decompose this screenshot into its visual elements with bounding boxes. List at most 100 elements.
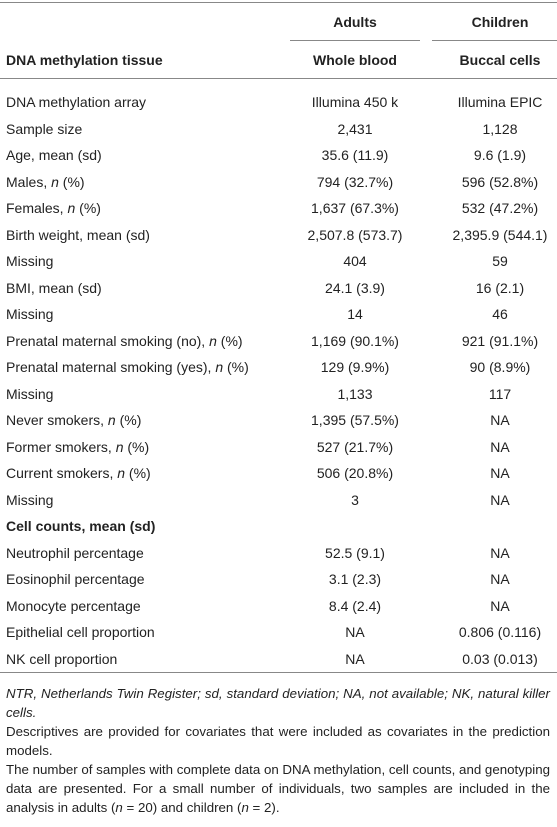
footnote-part: = 20) and children ( [122, 800, 242, 815]
label-part: n [51, 173, 59, 190]
label-part: (%) [58, 173, 85, 190]
label-part: n [209, 332, 217, 349]
label-part: n [67, 200, 76, 216]
rule [0, 672, 557, 673]
row-label: Age, mean (sd) [6, 145, 102, 165]
label-part: Missing [6, 491, 54, 508]
row-label: DNA methylation array [6, 92, 146, 112]
footnote-part: The number of samples with complete data… [6, 762, 550, 815]
footnote-part: Descriptives are provided for covariates… [6, 724, 550, 758]
row-label: Birth weight, mean (sd) [6, 225, 150, 245]
footnote: NTR, Netherlands Twin Register; sd, stan… [6, 684, 550, 722]
label-part: (%) [115, 412, 142, 428]
label-part: Monocyte percentage [6, 597, 141, 614]
cell-value: 90 (8.9%) [469, 359, 531, 375]
cell-value: NA [345, 650, 365, 667]
group-header: Adults [333, 14, 377, 30]
row-label: Neutrophil percentage [6, 543, 144, 563]
cell-value: 1,133 [337, 385, 373, 402]
row-label: Missing [6, 251, 53, 271]
cell-value: 52.5 (9.1) [325, 544, 385, 561]
row-label: Cell counts, mean (sd) [6, 516, 155, 536]
cell-value: 35.6 (11.9) [321, 147, 389, 163]
row-label: Missing [6, 384, 53, 404]
cell-value: NA [490, 544, 510, 561]
cell-value: 24.1 (3.9) [325, 279, 385, 296]
cell-value: 794 (32.7%) [316, 173, 394, 190]
cell-value: 2,507.8 (573.7) [307, 226, 403, 243]
cell-value: 506 (20.8%) [316, 465, 394, 481]
column-header: Whole blood [313, 52, 397, 68]
label-part: Prenatal maternal smoking (no), [6, 332, 210, 349]
label-part: (%) [125, 465, 151, 481]
cell-value: 16 (2.1) [475, 279, 525, 296]
label-part: n [115, 438, 124, 455]
cell-value: 129 (9.9%) [320, 359, 390, 375]
cell-value: Illumina EPIC [457, 94, 543, 110]
label-part: Missing [6, 253, 54, 269]
row-label: BMI, mean (sd) [6, 278, 102, 298]
cell-value: NA [490, 597, 510, 614]
cell-value: 596 (52.8%) [461, 173, 539, 190]
label-part: Missing [6, 385, 54, 402]
rule [0, 2, 557, 3]
label-part: Males, [6, 173, 52, 190]
cell-value: 1,637 (67.3%) [311, 200, 399, 216]
row-label: Males, n (%) [6, 172, 85, 192]
cell-value: 3.1 (2.3) [328, 571, 382, 587]
label-part: (%) [216, 332, 243, 349]
label-part: BMI, mean (sd) [6, 279, 102, 296]
label-part: Missing [6, 306, 54, 322]
cell-value: 9.6 (1.9) [473, 147, 527, 163]
label-part: Eosinophil percentage [6, 571, 145, 587]
cell-value: 404 [343, 253, 367, 269]
label-part: DNA methylation array [6, 94, 147, 110]
row-label: Females, n (%) [6, 198, 101, 218]
footnote: Descriptives are provided for covariates… [6, 722, 550, 760]
label-part: n [215, 359, 224, 375]
cell-value: 0.806 (0.116) [458, 624, 542, 640]
cell-value: NA [490, 465, 510, 481]
row-label: Monocyte percentage [6, 596, 141, 616]
row-label: Former smokers, n (%) [6, 437, 149, 457]
cell-value: 59 [492, 253, 508, 269]
rule [432, 40, 557, 41]
cell-value: NA [490, 491, 510, 508]
label-part: Current smokers, [6, 465, 118, 481]
label-part: Neutrophil percentage [6, 544, 144, 561]
cell-value: 532 (47.2%) [461, 200, 539, 216]
row-label: Never smokers, n (%) [6, 410, 141, 430]
column-header: DNA methylation tissue [6, 52, 163, 68]
label-part: NK cell proportion [6, 650, 118, 667]
label-part: n [107, 412, 116, 428]
row-label: Current smokers, n (%) [6, 463, 151, 483]
column-header: Buccal cells [459, 52, 541, 68]
label-part: Epithelial cell proportion [6, 624, 155, 640]
label-part: n [117, 465, 126, 481]
cell-value: 117 [488, 385, 512, 402]
cell-value: NA [345, 624, 365, 640]
cell-value: NA [490, 412, 510, 428]
row-label: Eosinophil percentage [6, 569, 145, 589]
rule [0, 78, 557, 79]
cell-value: 1,128 [482, 120, 518, 137]
label-part: Sample size [6, 120, 83, 137]
label-part: Cell counts, mean (sd) [6, 518, 156, 534]
cell-value: 1,395 (57.5%) [311, 412, 399, 428]
rule [290, 40, 420, 41]
row-label: NK cell proportion [6, 649, 117, 669]
row-label: Missing [6, 490, 53, 510]
label-part: (%) [75, 200, 101, 216]
cell-value: Illumina 450 k [311, 94, 399, 110]
label-part: Prenatal maternal smoking (yes), [6, 359, 216, 375]
label-part: (%) [123, 438, 150, 455]
cell-value: 3 [351, 491, 359, 508]
row-label: Epithelial cell proportion [6, 622, 155, 642]
label-part: Females, [6, 200, 68, 216]
cell-value: 46 [492, 306, 508, 322]
footnotes: NTR, Netherlands Twin Register; sd, stan… [6, 684, 550, 817]
cell-value: 8.4 (2.4) [328, 597, 382, 614]
row-label: Missing [6, 304, 53, 324]
cell-value: 2,395.9 (544.1) [452, 226, 548, 243]
